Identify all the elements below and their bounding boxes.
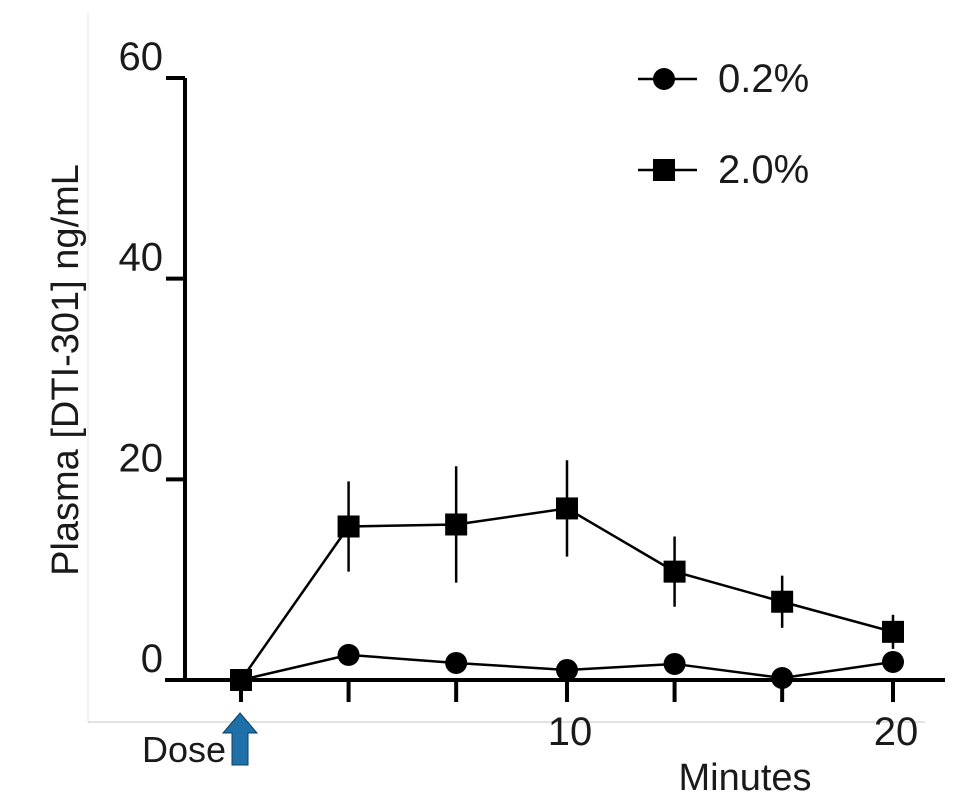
series-layer <box>230 460 904 691</box>
axes <box>87 12 945 723</box>
point-square-5 <box>771 590 794 613</box>
legend-marker-square <box>653 159 675 181</box>
point-square-0 <box>230 669 252 691</box>
point-square-4 <box>663 560 686 583</box>
point-square-6 <box>882 620 904 643</box>
x-tick-label-20: 20 <box>874 710 919 754</box>
legend-marker-circle <box>653 68 675 90</box>
y-tick-label-60: 60 <box>119 35 164 79</box>
x-axis-title: Minutes <box>678 757 811 799</box>
point-circle-1 <box>337 643 360 666</box>
point-circle-2 <box>445 651 468 674</box>
y-tick-label-0: 0 <box>141 637 163 681</box>
dose-label: Dose <box>142 729 226 770</box>
dose-annotation: Dose <box>142 712 259 770</box>
x-tick-label-10: 10 <box>548 710 593 754</box>
y-axis-title: Plasma [DTI-301] ng/mL <box>45 164 87 576</box>
legend: 0.2% 2.0% <box>638 57 809 192</box>
point-circle-5 <box>771 666 794 689</box>
y-tick-label-20: 20 <box>119 436 164 480</box>
point-square-3 <box>556 497 578 520</box>
point-square-2 <box>445 513 468 536</box>
legend-label-square: 2.0% <box>718 148 809 192</box>
y-tick-label-40: 40 <box>119 236 164 280</box>
ticks: 0 20 40 60 10 20 <box>119 35 919 754</box>
legend-label-circle: 0.2% <box>718 57 809 101</box>
point-circle-4 <box>663 652 686 675</box>
series-square <box>230 460 904 691</box>
legend-entry-circle: 0.2% <box>638 57 809 101</box>
legend-entry-square: 2.0% <box>638 148 809 192</box>
point-square-1 <box>337 515 360 538</box>
point-circle-6 <box>882 650 904 673</box>
dose-arrow-icon <box>221 712 259 766</box>
point-circle-3 <box>556 658 578 681</box>
